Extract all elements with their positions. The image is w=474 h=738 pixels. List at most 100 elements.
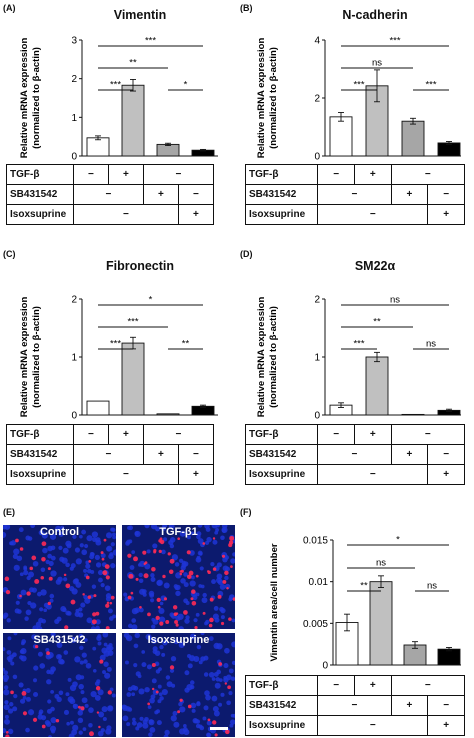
vimentin-stain-dot (172, 605, 178, 610)
vimentin-stain-dot (175, 623, 179, 627)
nucleus-dot (175, 615, 181, 621)
nucleus-dot (104, 585, 111, 591)
vimentin-bar-chart: Relative mRNA expression (normalized to β… (19, 36, 218, 163)
nucleus-dot (12, 553, 18, 560)
nucleus-dot (98, 577, 103, 583)
vimentin-stain-dot (179, 698, 183, 702)
vimentin-stain-dot (103, 538, 107, 542)
vimentin-stain-dot (187, 704, 192, 709)
y-tick-label: 1 (71, 113, 77, 124)
nucleus-dot (10, 661, 15, 666)
nucleus-dot (78, 730, 83, 735)
nucleus-dot (21, 639, 27, 644)
significance-label: *** (389, 36, 400, 47)
nucleus-dot (65, 562, 70, 568)
nucleus-dot (211, 695, 218, 702)
vimentin-stain-dot (100, 551, 104, 555)
nucleus-dot (74, 547, 81, 553)
nucleus-dot (138, 688, 145, 695)
bar (86, 400, 110, 416)
nucleus-dot (18, 527, 24, 533)
nucleus-dot (72, 703, 79, 710)
nucleus-dot (107, 705, 114, 712)
nucleus-dot (41, 532, 48, 539)
vimentin-stain-dot (232, 597, 235, 601)
vimentin-stain-dot (157, 605, 161, 609)
nucleus-dot (50, 666, 56, 672)
nucleus-dot (184, 670, 190, 676)
significance-label: *** (353, 339, 364, 350)
nucleus-dot (223, 663, 229, 669)
vimentin-stain-dot (202, 542, 206, 545)
vimentin-stain-dot (155, 690, 159, 694)
nucleus-dot (126, 722, 131, 727)
nucleus-dot (65, 692, 70, 697)
nucleus-dot (4, 525, 11, 530)
nucleus-dot (166, 681, 173, 688)
nucleus-dot (50, 729, 56, 734)
vimentin-stain-dot (224, 682, 228, 685)
nucleus-dot (168, 525, 175, 530)
nucleus-dot (33, 692, 39, 698)
nucleus-dot (58, 658, 64, 665)
nucleus-dot (190, 531, 195, 536)
significance-label: ** (373, 317, 381, 328)
cell-plus: + (390, 444, 429, 465)
nucleus-dot (112, 549, 116, 556)
vimentin-stain-dot (70, 599, 76, 605)
nucleus-dot (183, 724, 187, 728)
nucleus-dot (102, 633, 109, 638)
vimentin-stain-dot (55, 718, 60, 723)
nucleus-dot (190, 684, 195, 690)
vimentin-stain-dot (144, 561, 148, 565)
significance-label: *** (425, 80, 436, 91)
nucleus-dot (157, 699, 162, 704)
nucleus-dot (147, 705, 152, 709)
bar (401, 120, 425, 157)
nucleus-dot (174, 585, 179, 591)
nucleus-dot (85, 663, 92, 669)
y-axis-label: Relative mRNA expression (256, 38, 267, 159)
nucleus-dot (54, 618, 60, 625)
bar (329, 116, 353, 157)
significance-label: ns (372, 58, 382, 69)
nucleus-dot (32, 560, 39, 567)
bar (121, 342, 145, 416)
significance-label: *** (110, 339, 121, 350)
cell-minus: − (142, 164, 215, 185)
nucleus-dot (36, 626, 43, 629)
nucleus-dot (83, 659, 88, 664)
nucleus-dot (205, 619, 210, 625)
nucleus-dot (198, 584, 203, 588)
nucleus-dot (228, 668, 234, 674)
vimentin-stain-dot (109, 601, 113, 605)
nucleus-dot (192, 717, 198, 724)
nucleus-dot (199, 725, 205, 731)
nucleus-dot (213, 606, 219, 611)
nucleus-dot (45, 559, 50, 565)
nucleus-dot (92, 646, 97, 651)
vimentin-stain-dot (93, 594, 97, 598)
nucleus-dot (80, 602, 86, 608)
significance-label: * (149, 295, 153, 306)
nucleus-dot (4, 685, 9, 690)
vimentin-stain-dot (163, 597, 168, 601)
y-tick-label: 1 (314, 353, 320, 364)
sm22a-bar-chart: Relative mRNA expression (normalized to β… (256, 295, 461, 422)
nucleus-dot (232, 713, 235, 718)
nucleus-dot (63, 577, 68, 582)
nucleus-dot (131, 618, 137, 623)
vimentin-stain-dot (151, 566, 156, 572)
nucleus-dot (32, 678, 38, 683)
nucleus-dot (151, 638, 157, 644)
vimentin-stain-dot (188, 570, 194, 576)
nucleus-dot (189, 680, 195, 685)
nucleus-dot (79, 660, 84, 665)
vimentin-stain-dot (195, 574, 199, 578)
nucleus-dot (228, 691, 233, 696)
cell-minus: − (317, 444, 392, 465)
nucleus-dot (6, 618, 11, 623)
nucleus-dot (204, 540, 210, 545)
nucleus-dot (184, 687, 190, 693)
nucleus-dot (94, 554, 100, 561)
